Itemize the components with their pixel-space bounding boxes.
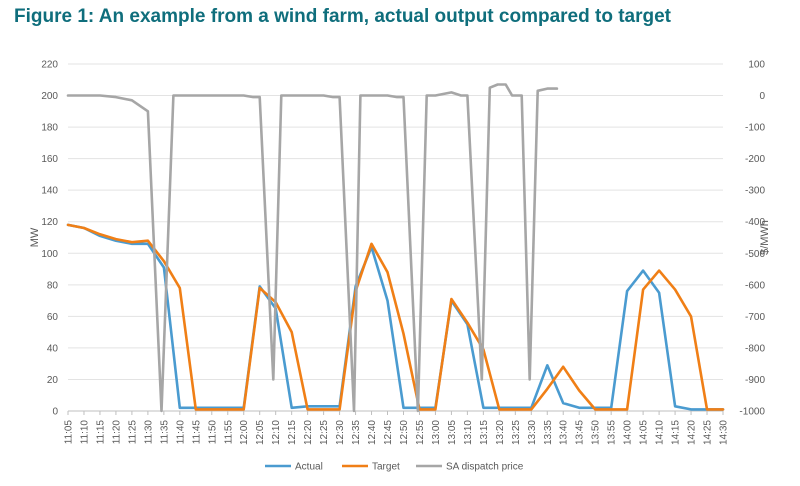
series-line-sa-dispatch-price [66,83,559,413]
right-tick-label: -600 [745,280,765,291]
x-tick-label: 14:20 [687,420,698,445]
x-tick-label: 12:05 [255,420,266,445]
right-tick-label: -900 [745,375,765,386]
right-tick-label: -300 [745,186,765,197]
x-tick-label: 13:15 [479,420,490,445]
grid-lines [68,63,723,412]
x-tick-label: 14:00 [623,420,634,445]
legend-label: Target [372,462,400,473]
legend-label: SA dispatch price [446,462,524,473]
x-tick-label: 13:50 [591,420,602,445]
x-tick-label: 11:55 [223,420,234,445]
x-tick-label: 11:25 [127,420,138,445]
x-tick-label: 14:05 [639,420,650,445]
left-tick-label: 120 [41,217,58,228]
left-tick-label: 160 [41,154,58,165]
x-tick-label: 13:00 [431,420,442,445]
right-tick-label: -800 [745,343,765,354]
x-axis-ticks: 11:05 11:10 11:15 11:20 11:25 11:30 11:35 11:40… [64,411,730,445]
x-tick-label: 12:45 [383,420,394,445]
left-tick-label: 200 [41,91,58,102]
x-tick-label: 11:15 [95,420,106,445]
x-tick-label: 13:10 [463,420,474,445]
x-tick-label: 11:10 [79,420,90,445]
x-tick-label: 13:40 [559,420,570,445]
x-tick-label: 11:05 [64,420,75,445]
left-tick-label: 100 [41,249,58,260]
x-tick-label: 12:30 [335,420,346,445]
left-tick-label: 60 [47,312,59,323]
x-tick-label: 12:15 [287,420,298,445]
x-tick-label: 12:50 [399,420,410,445]
x-tick-label: 12:20 [303,420,314,445]
left-tick-label: 180 [41,123,58,134]
right-tick-label: -500 [745,249,765,260]
right-tick-label: -1000 [739,407,765,418]
right-tick-label: 0 [759,91,765,102]
left-tick-label: 80 [47,280,59,291]
right-axis-ticks: -1000-900-800-700-600-500-400-300-200-10… [739,60,765,418]
x-tick-label: 12:40 [367,420,378,445]
left-tick-label: 0 [52,407,58,418]
x-tick-label: 14:25 [703,420,714,445]
x-tick-label: 12:25 [319,420,330,445]
x-tick-label: 14:15 [671,420,682,445]
series-line-actual [66,223,725,411]
x-tick-label: 12:55 [415,420,426,445]
left-tick-label: 20 [47,375,59,386]
x-tick-label: 11:45 [191,420,202,445]
chart-title: Figure 1: An example from a wind farm, a… [14,6,672,27]
x-tick-label: 11:50 [207,420,218,445]
left-tick-label: 40 [47,343,59,354]
x-tick-label: 13:35 [543,420,554,445]
left-axis-ticks: 0 20 40 60 80 100 120 140 160 180 200 220 [41,60,58,418]
left-tick-label: 140 [41,186,58,197]
right-tick-label: -200 [745,154,765,165]
x-tick-label: 11:35 [159,420,170,445]
legend-label: Actual [295,462,323,473]
right-tick-label: -100 [745,123,765,134]
x-tick-label: 12:10 [271,420,282,445]
x-tick-label: 14:10 [655,420,666,445]
x-tick-label: 13:55 [607,420,618,445]
x-tick-label: 11:30 [143,420,154,445]
x-tick-label: 13:30 [527,420,538,445]
left-axis-label: MW [29,227,41,247]
x-tick-label: 14:30 [719,420,730,445]
right-axis-label: $/MWh [759,220,771,255]
x-tick-label: 13:05 [447,420,458,445]
x-tick-label: 11:20 [111,420,122,445]
series-line-target [66,223,725,411]
x-tick-label: 13:45 [575,420,586,445]
x-tick-label: 12:35 [351,420,362,445]
right-tick-label: -400 [745,217,765,228]
series-lines [66,83,725,413]
legend: Actual Target SA dispatch price [265,462,524,473]
x-tick-label: 12:00 [239,420,250,445]
x-tick-label: 11:40 [175,420,186,445]
x-tick-label: 13:20 [495,420,506,445]
right-tick-label: -700 [745,312,765,323]
right-tick-label: 100 [748,60,765,71]
left-tick-label: 220 [41,60,58,71]
x-tick-label: 13:25 [511,420,522,445]
